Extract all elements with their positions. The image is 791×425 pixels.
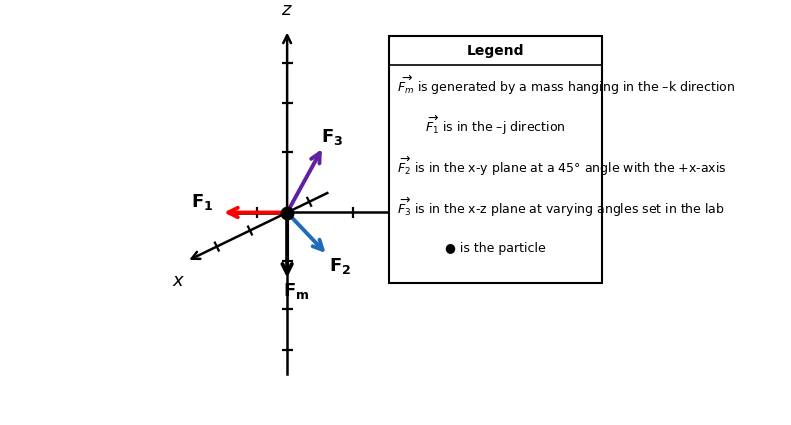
Text: $\mathbf{F_1}$: $\mathbf{F_1}$ [191,192,214,212]
Text: ● is the particle: ● is the particle [445,242,546,255]
Text: Legend: Legend [467,45,524,58]
Text: $\overrightarrow{F_m}$ is generated by a mass hanging in the –k direction: $\overrightarrow{F_m}$ is generated by a… [397,74,735,96]
Text: $\overrightarrow{F_3}$ is in the x-z plane at varying angles set in the lab: $\overrightarrow{F_3}$ is in the x-z pla… [397,196,725,219]
Text: $z$: $z$ [282,1,293,19]
FancyBboxPatch shape [389,36,602,283]
Text: $y$: $y$ [519,204,532,221]
Text: $\overrightarrow{F_1}$ is in the –j direction: $\overrightarrow{F_1}$ is in the –j dire… [425,114,566,137]
Text: $\mathbf{F_2}$: $\mathbf{F_2}$ [329,255,351,276]
Text: $x$: $x$ [172,272,186,290]
Text: $\overrightarrow{F_2}$ is in the x-y plane at a 45° angle with the +x-axis: $\overrightarrow{F_2}$ is in the x-y pla… [397,155,726,178]
Text: $\mathbf{F_m}$: $\mathbf{F_m}$ [283,281,309,301]
Text: $\mathbf{F_3}$: $\mathbf{F_3}$ [320,127,343,147]
